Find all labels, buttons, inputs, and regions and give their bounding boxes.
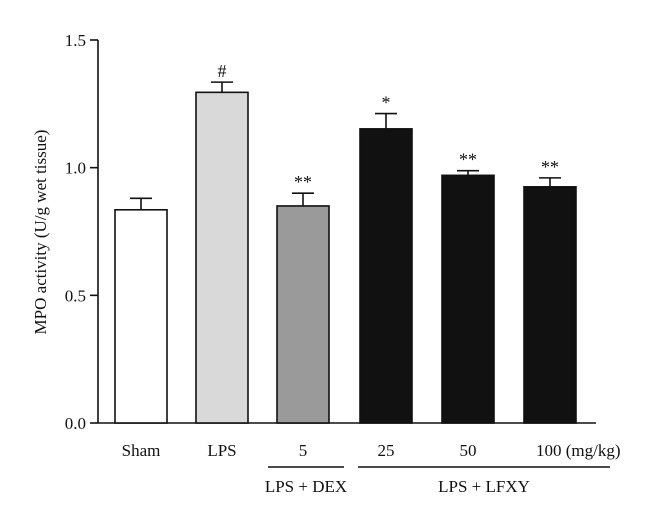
bar [523, 186, 577, 424]
bars [114, 81, 577, 424]
x-tick-label: 5 [299, 441, 308, 460]
x-tick-label: 25 [378, 441, 395, 460]
bar [276, 205, 330, 424]
group-label: LPS + DEX [265, 477, 347, 496]
y-tick-label: 0.5 [65, 286, 86, 305]
significance-marker: * [382, 93, 391, 113]
bar [195, 91, 249, 424]
x-tick-label: 100 (mg/kg) [536, 441, 621, 460]
bar [441, 174, 495, 424]
significance-marker: # [218, 61, 227, 81]
x-tick-label: Sham [122, 441, 161, 460]
labels: Sham # LPS ** 5 * 25 ** 50 ** 100 (mg/kg) LPS + DEX… [122, 61, 621, 496]
bar [359, 128, 413, 424]
y-tick-label: 1.0 [65, 159, 86, 178]
significance-marker: ** [459, 150, 477, 170]
x-tick-label: 50 [460, 441, 477, 460]
y-tick-label: 0.0 [65, 414, 86, 433]
significance-marker: ** [294, 172, 312, 192]
y-tick-label: 1.5 [65, 31, 86, 50]
bar [114, 208, 168, 424]
x-tick-label: LPS [207, 441, 236, 460]
significance-marker: ** [541, 157, 559, 177]
axes: 0.0 0.5 1.0 1.5 [65, 31, 596, 433]
group-label: LPS + LFXY [438, 477, 530, 496]
y-axis-label: MPO activity (U/g wet tissue) [31, 130, 50, 335]
